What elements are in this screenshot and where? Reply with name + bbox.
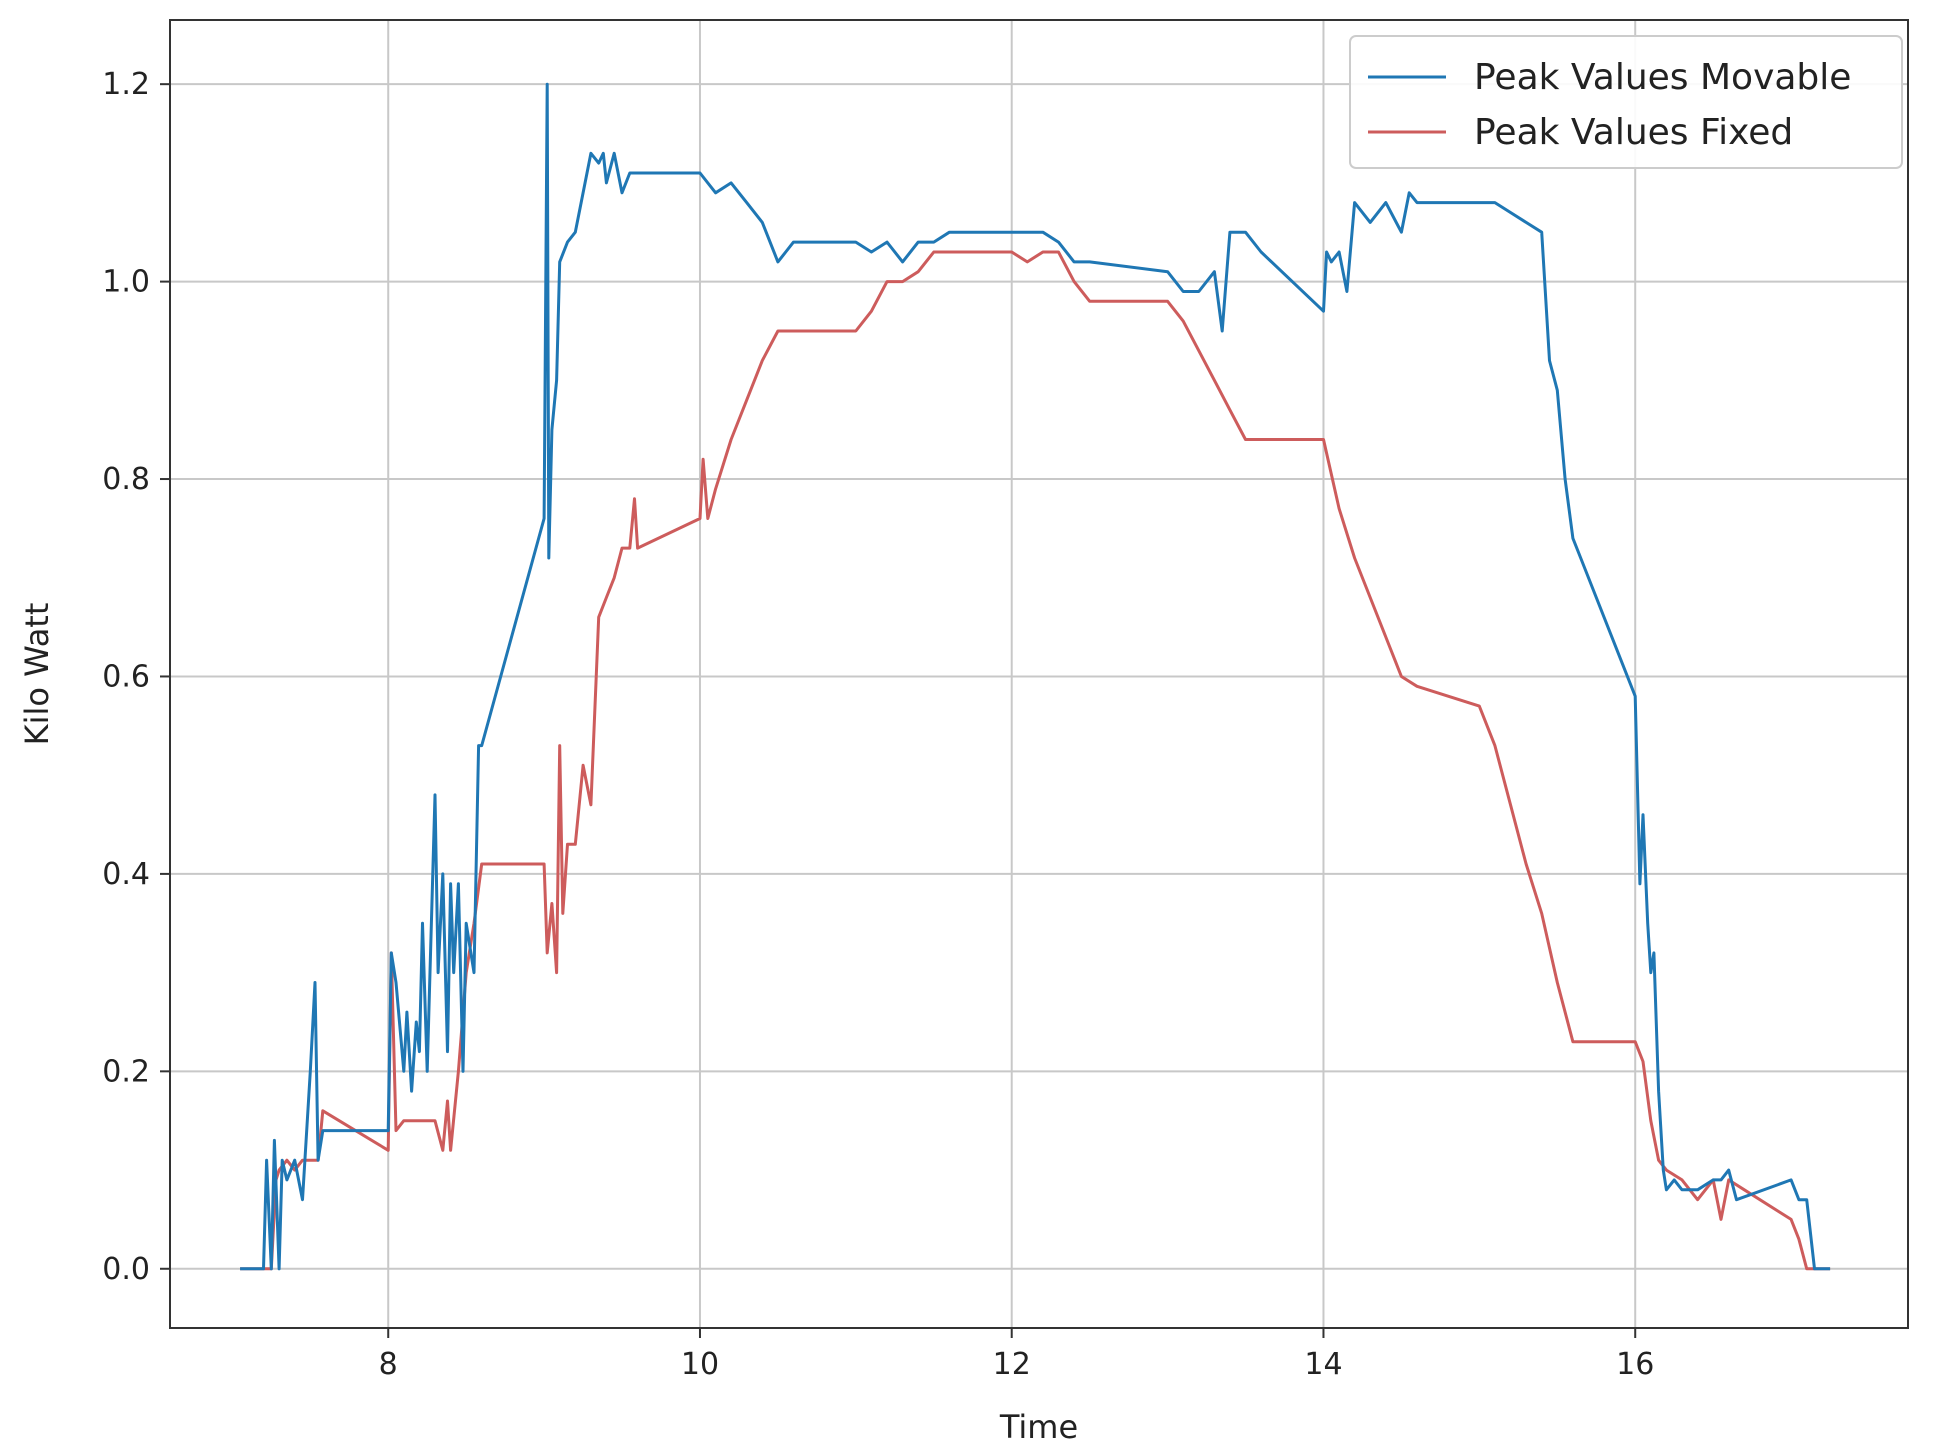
- series-layer: [240, 82, 1831, 1271]
- x-axis: 8 10 12 14 16: [379, 1328, 1654, 1382]
- y-tick-label: 0.0: [102, 1252, 150, 1287]
- y-axis-title: Kilo Watt: [18, 603, 56, 746]
- x-tick-label: 14: [1304, 1347, 1342, 1382]
- y-tick-label: 0.8: [102, 462, 150, 497]
- y-tick-label: 0.4: [102, 857, 150, 892]
- legend: Peak Values Movable Peak Values Fixed: [1349, 35, 1903, 169]
- legend-label-movable: Peak Values Movable: [1474, 57, 1851, 98]
- legend-label-fixed: Peak Values Fixed: [1474, 112, 1793, 153]
- x-tick-label: 16: [1616, 1347, 1654, 1382]
- plot-background: [170, 20, 1908, 1328]
- x-axis-title: Time: [999, 1408, 1078, 1446]
- y-tick-label: 1.2: [102, 67, 150, 102]
- y-tick-label: 0.2: [102, 1054, 150, 1089]
- series-line-fixed: [240, 250, 1831, 1271]
- series-line-movable: [240, 82, 1831, 1271]
- x-tick-label: 10: [681, 1347, 719, 1382]
- legend-box: [1349, 35, 1903, 169]
- y-tick-label: 0.6: [102, 659, 150, 694]
- plot-frame: [169, 19, 1909, 1329]
- y-tick-label: 1.0: [102, 265, 150, 300]
- x-tick-label: 8: [379, 1347, 398, 1382]
- x-tick-label: 12: [993, 1347, 1031, 1382]
- y-axis: 0.0 0.2 0.4 0.6 0.8 1.0 1.2: [102, 67, 170, 1287]
